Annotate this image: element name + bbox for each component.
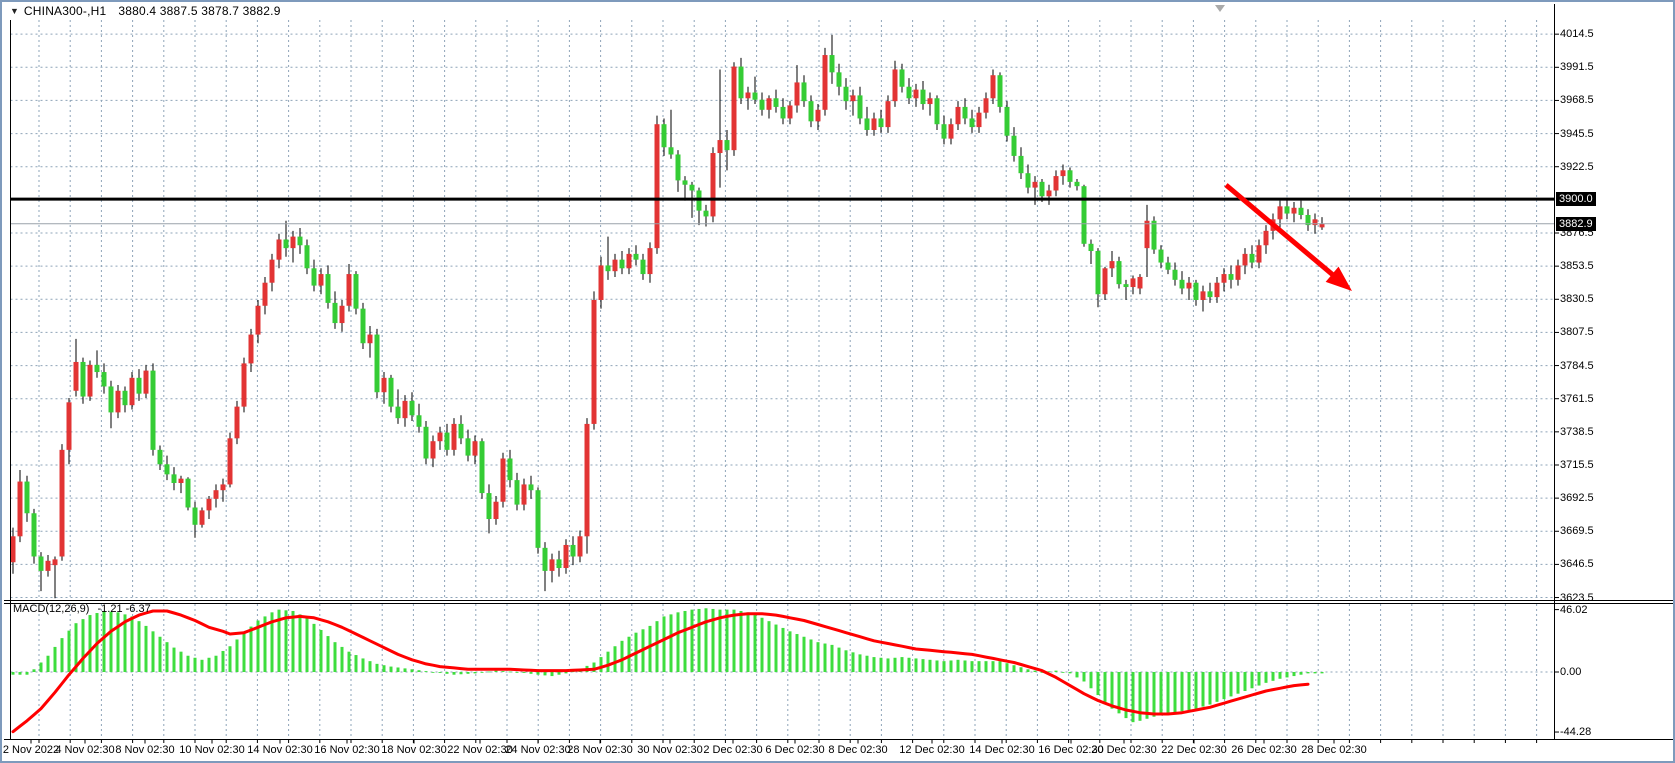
time-tick-label: 28 Nov 02:30 — [567, 744, 633, 756]
price-tick-label: 3830.5 — [1560, 293, 1594, 306]
price-tick-label: 3669.5 — [1560, 525, 1594, 538]
macd-tick-label: 0.00 — [1560, 666, 1582, 678]
price-tick-label: 3761.5 — [1560, 392, 1594, 405]
price-tick-label: 3991.5 — [1560, 61, 1594, 74]
chart-title: ▼ CHINA300-,H1 3880.4 3887.5 3878.7 3882… — [10, 4, 281, 18]
chart-shift-marker-icon[interactable] — [1215, 5, 1225, 12]
price-tick-label: 3968.5 — [1560, 94, 1594, 107]
macd-histogram — [11, 608, 1324, 723]
symbol-dropdown-icon[interactable]: ▼ — [10, 6, 19, 16]
price-tick-label: 3853.5 — [1560, 260, 1594, 273]
time-tick-label: 2 Nov 2022 — [2, 744, 60, 756]
time-tick-label: 20 Dec 02:30 — [1091, 744, 1157, 756]
time-tick-label: 14 Nov 02:30 — [247, 744, 313, 756]
time-axis[interactable]: 2 Nov 2022 4 Nov 02:30 8 Nov 02:30 10 Nov 0… — [2, 741, 1673, 761]
time-tick-label: 22 Nov 02:30 — [447, 744, 513, 756]
time-tick-label: 22 Dec 02:30 — [1161, 744, 1227, 756]
price-axis[interactable]: 4014.5 3991.5 3968.5 3945.5 3922.5 3876.5 3853… — [1554, 2, 1673, 761]
time-tick-label: 16 Nov 02:30 — [314, 744, 380, 756]
price-tick-label: 3807.5 — [1560, 326, 1594, 339]
time-tick-label: 10 Nov 02:30 — [179, 744, 245, 756]
time-tick-label: 16 Dec 02:30 — [1038, 744, 1104, 756]
grid-lines — [10, 20, 1555, 739]
price-tick-label: 3623.5 — [1560, 591, 1594, 604]
price-tick-label: 3922.5 — [1560, 160, 1594, 173]
time-tick-label: 8 Nov 02:30 — [115, 744, 175, 756]
ohlc-readout: 3880.4 3887.5 3878.7 3882.9 — [118, 4, 281, 18]
price-tick-label: 3715.5 — [1560, 458, 1594, 471]
time-tick-label: 28 Dec 02:30 — [1301, 744, 1367, 756]
hline-price-badge: 3900.0 — [1556, 192, 1596, 207]
macd-signal-line — [11, 609, 1310, 734]
pane-frame — [4, 4, 1673, 740]
symbol-period-label: CHINA300-,H1 — [23, 4, 107, 18]
time-tick-label: 2 Dec 02:30 — [703, 744, 763, 756]
macd-indicator-label: MACD(12,26,9) -1.21 -6.37 — [13, 603, 151, 615]
macd-params: MACD(12,26,9) — [13, 603, 90, 615]
macd-tick-label: -44.28 — [1560, 726, 1592, 739]
time-tick-label: 6 Dec 02:30 — [765, 744, 825, 756]
down-arrow-annotation[interactable] — [1224, 183, 1352, 291]
time-tick-label: 8 Dec 02:30 — [828, 744, 888, 756]
price-tick-label: 3738.5 — [1560, 425, 1594, 438]
time-tick-label: 12 Dec 02:30 — [899, 744, 965, 756]
time-tick-label: 4 Nov 02:30 — [55, 744, 115, 756]
price-tick-label: 3945.5 — [1560, 127, 1594, 140]
price-tick-label: 3646.5 — [1560, 558, 1594, 571]
time-tick-label: 30 Nov 02:30 — [637, 744, 703, 756]
price-tick-label: 4014.5 — [1560, 28, 1594, 41]
macd-tick-label: 46.02 — [1560, 603, 1588, 616]
time-tick-label: 14 Dec 02:30 — [969, 744, 1035, 756]
time-tick-label: 18 Nov 02:30 — [381, 744, 447, 756]
time-tick-label: 26 Dec 02:30 — [1231, 744, 1297, 756]
current-price-badge: 3882.9 — [1556, 216, 1596, 231]
price-tick-label: 3784.5 — [1560, 359, 1594, 372]
macd-values: -1.21 -6.37 — [97, 603, 151, 615]
axis-tick-marks — [30, 33, 1559, 744]
time-tick-label: 24 Nov 02:30 — [505, 744, 571, 756]
price-tick-label: 3692.5 — [1560, 492, 1594, 505]
candlestick-series — [10, 34, 1325, 599]
